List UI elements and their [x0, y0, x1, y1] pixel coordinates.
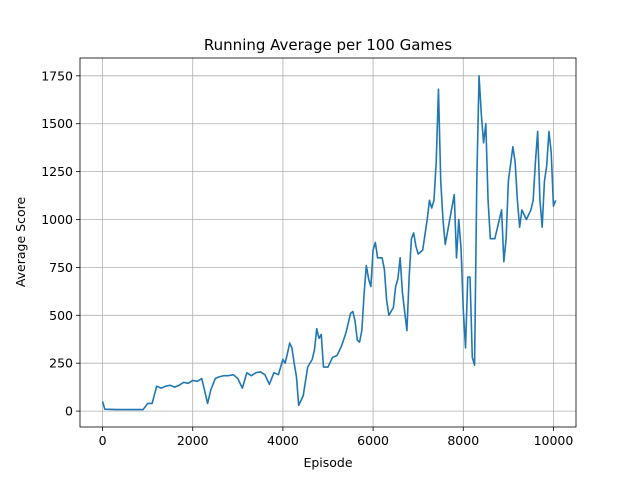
plot-frame — [79, 57, 577, 428]
chart-title: Running Average per 100 Games — [204, 36, 452, 54]
y-tick-label: 1250 — [41, 164, 73, 179]
y-tick-label: 250 — [49, 356, 73, 371]
x-tick-label: 0 — [99, 433, 107, 448]
x-tick-label: 8000 — [447, 433, 479, 448]
data-line — [101, 75, 557, 411]
y-tick-label: 750 — [49, 260, 73, 275]
y-axis-label: Average Score — [13, 197, 28, 288]
y-tick-label: 500 — [49, 308, 73, 323]
x-tick-label: 4000 — [267, 433, 299, 448]
y-tick-label: 0 — [65, 404, 73, 419]
y-tick-label: 1000 — [41, 212, 73, 227]
x-axis-label: Episode — [303, 455, 352, 470]
y-tick-label: 1500 — [41, 116, 73, 131]
y-tick-label: 1750 — [41, 68, 73, 83]
x-tick-label: 10000 — [534, 433, 574, 448]
x-tick-label: 2000 — [177, 433, 209, 448]
x-tick-label: 6000 — [357, 433, 389, 448]
